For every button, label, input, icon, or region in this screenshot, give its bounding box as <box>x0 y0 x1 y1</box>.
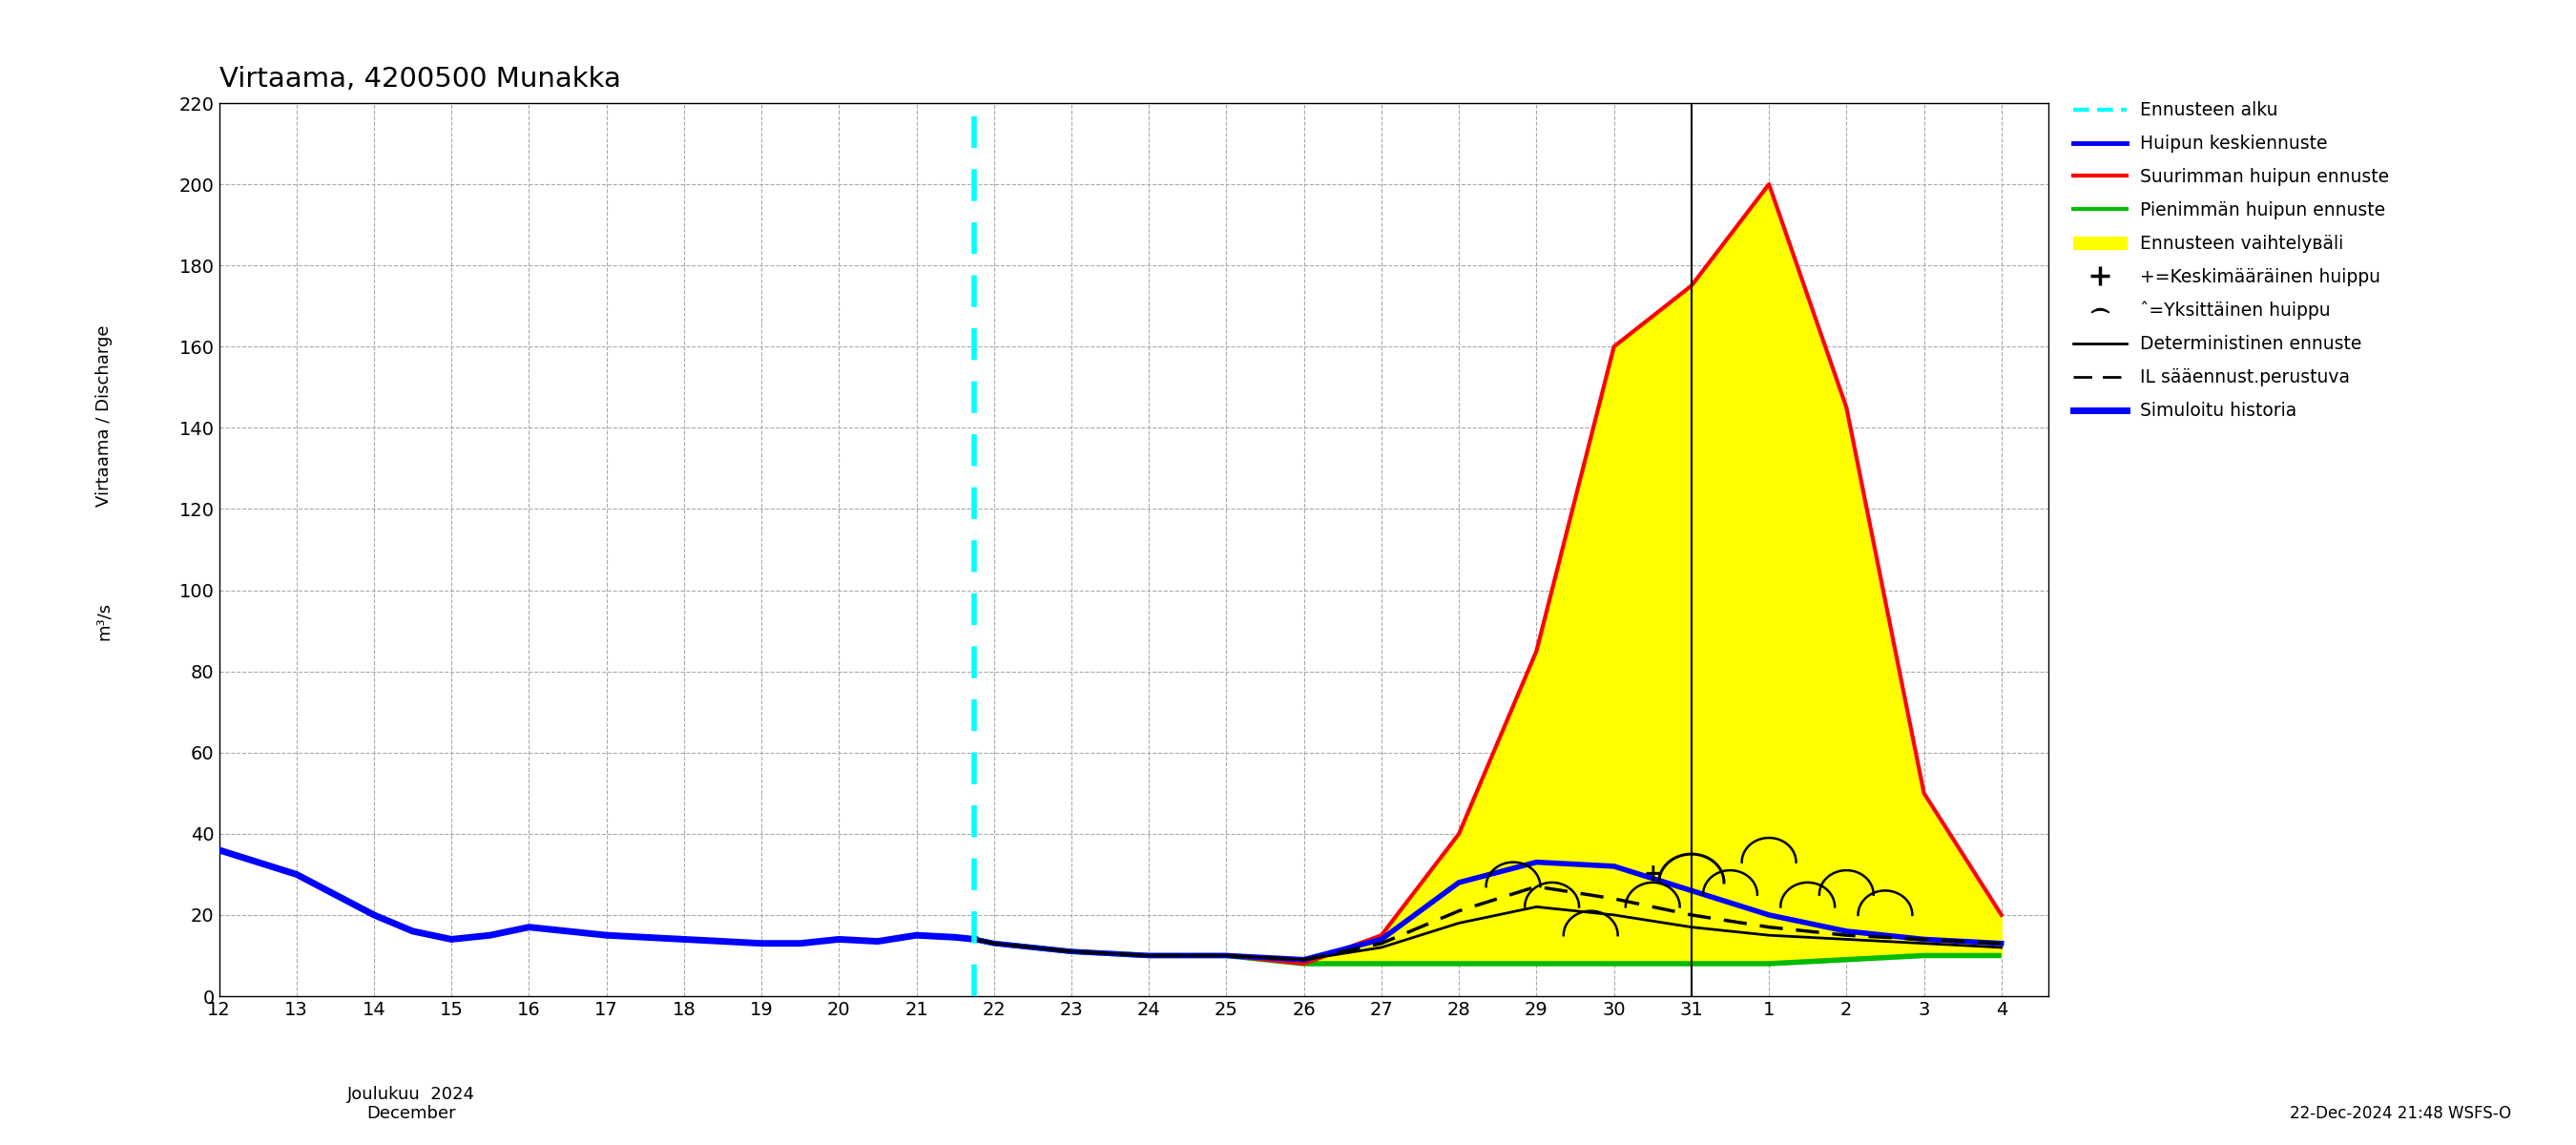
Text: Virtaama / Discharge: Virtaama / Discharge <box>95 325 113 506</box>
Legend: Ennusteen alku, Huipun keskiennuste, Suurimman huipun ennuste, Pienimmän huipun : Ennusteen alku, Huipun keskiennuste, Suu… <box>2066 94 2396 427</box>
Text: 22-Dec-2024 21:48 WSFS-O: 22-Dec-2024 21:48 WSFS-O <box>2290 1105 2512 1122</box>
Text: +: + <box>1643 863 1662 886</box>
Text: m³/s: m³/s <box>95 602 113 640</box>
Text: Virtaama, 4200500 Munakka: Virtaama, 4200500 Munakka <box>219 66 621 93</box>
Text: Joulukuu  2024
December: Joulukuu 2024 December <box>348 1085 474 1122</box>
